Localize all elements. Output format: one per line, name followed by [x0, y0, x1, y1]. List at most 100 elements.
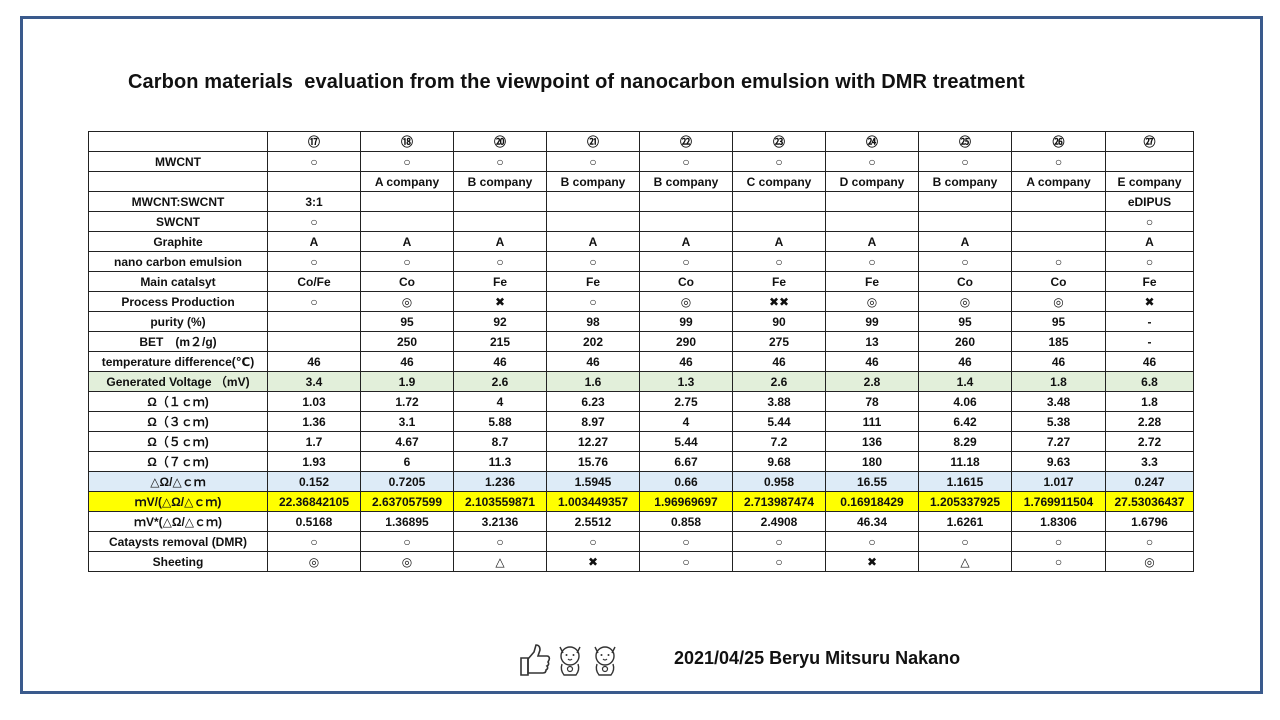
header-corner-cell	[88, 131, 268, 152]
table-cell: 90	[732, 311, 826, 332]
table-cell: 1.9	[360, 371, 454, 392]
row-label: △Ω/△ｃｍ	[88, 471, 268, 492]
table-cell: 0.5168	[267, 511, 361, 532]
table-cell: 250	[360, 331, 454, 352]
table-cell: 1.236	[453, 471, 547, 492]
table-cell: A	[267, 231, 361, 252]
row-label: MWCNT:SWCNT	[88, 191, 268, 212]
row-label: ｍV/(△Ω/△ｃｍ)	[88, 491, 268, 512]
table-cell	[1011, 191, 1106, 212]
table-cell: 9.63	[1011, 451, 1106, 472]
table-cell: ○	[453, 531, 547, 552]
table-cell: 1.96969697	[639, 491, 733, 512]
signature-date: 2021/04/25 Beryu Mitsuru Nakano	[674, 648, 961, 668]
table-cell: 1.8306	[1011, 511, 1106, 532]
table-cell: 15.76	[546, 451, 640, 472]
table-cell: 1.36895	[360, 511, 454, 532]
table-cell: 46	[360, 351, 454, 372]
table-cell: 46	[267, 351, 361, 372]
table-cell: 6.67	[639, 451, 733, 472]
table-cell: 1.4	[918, 371, 1012, 392]
table-cell: 290	[639, 331, 733, 352]
table-cell: 2.6	[732, 371, 826, 392]
table-cell: 95	[918, 311, 1012, 332]
table-cell: 136	[825, 431, 919, 452]
row-label: BET (m２/g)	[88, 331, 268, 352]
table-cell: ○	[267, 211, 361, 232]
table-cell: ◎	[360, 291, 454, 312]
table-cell: A	[732, 231, 826, 252]
table-row: BET (m２/g) 250 215 202 290 275 13 260 185-	[88, 331, 1194, 352]
table-cell: 99	[639, 311, 733, 332]
table-cell	[918, 191, 1012, 212]
table-cell: 4.06	[918, 391, 1012, 412]
table-cell: 46	[732, 351, 826, 372]
table-cell	[732, 191, 826, 212]
table-cell: ◎	[639, 291, 733, 312]
table-row: △Ω/△ｃｍ 0.152 0.7205 1.236 1.5945 0.66 0.958 16.…	[88, 471, 1194, 492]
table-cell: 1.8	[1105, 391, 1194, 412]
table-cell: 1.6	[546, 371, 640, 392]
table-cell: 11.18	[918, 451, 1012, 472]
table-cell: Co	[1011, 271, 1106, 292]
table-cell: 1.93	[267, 451, 361, 472]
table-cell: 6.23	[546, 391, 640, 412]
table-cell: ✖	[453, 291, 547, 312]
table-cell: A	[639, 231, 733, 252]
table-cell: ✖	[1105, 291, 1194, 312]
table-row: Ω（７ｃｍ) 1.93 6 11.3 15.76 6.67 9.68 180 11.18 9.63…	[88, 451, 1194, 472]
table-cell: ○	[639, 531, 733, 552]
table-cell	[639, 211, 733, 232]
table-cell: 8.29	[918, 431, 1012, 452]
table-cell: -	[1105, 311, 1194, 332]
table-cell: 8.7	[453, 431, 547, 452]
thumbs-up-icon	[519, 643, 551, 677]
table-cell: A company	[360, 171, 454, 192]
row-label: Ω（３ｃｍ)	[88, 411, 268, 432]
table-cell: ○	[732, 531, 826, 552]
table-cell	[918, 211, 1012, 232]
table-cell: ○	[918, 251, 1012, 272]
table-row: ｍV/(△Ω/△ｃｍ) 22.36842105 2.637057599 2.10355…	[88, 491, 1194, 512]
table-cell: 2.8	[825, 371, 919, 392]
table-cell: A	[825, 231, 919, 252]
table-cell: ○	[360, 251, 454, 272]
table-cell: 2.5512	[546, 511, 640, 532]
table-row: A company B company B company B company C co…	[88, 171, 1194, 192]
row-label: SWCNT	[88, 211, 268, 232]
table-cell: ◎	[1011, 291, 1106, 312]
table-row: Process Production ○ ◎ ✖ ○ ◎ ✖✖ ◎ ◎ ◎ ✖	[88, 291, 1194, 312]
table-cell: 3:1	[267, 191, 361, 212]
table-cell: 2.103559871	[453, 491, 547, 512]
table-cell: 46	[1105, 351, 1194, 372]
sample-number-cell: ㉑	[546, 131, 640, 152]
table-cell: 46	[918, 351, 1012, 372]
table-cell: 5.88	[453, 411, 547, 432]
table-cell: 2.637057599	[360, 491, 454, 512]
table-cell: C company	[732, 171, 826, 192]
table-cell: 5.38	[1011, 411, 1106, 432]
table-cell	[546, 211, 640, 232]
table-cell: ✖	[825, 551, 919, 572]
table-cell: ○	[360, 531, 454, 552]
table-cell: ○	[1011, 531, 1106, 552]
table-cell: Co/Fe	[267, 271, 361, 292]
table-cell: ○	[1105, 251, 1194, 272]
table-cell	[267, 311, 361, 332]
table-cell: ○	[546, 251, 640, 272]
table-cell: 11.3	[453, 451, 547, 472]
sample-number-cell: ㉖	[1011, 131, 1106, 152]
table-row: Catayst​s removal (DMR) ○ ○ ○ ○ ○ ○ ○ ○ ○ ○	[88, 531, 1194, 552]
table-cell	[1105, 151, 1194, 172]
table-cell: 92	[453, 311, 547, 332]
table-cell: 22.36842105	[267, 491, 361, 512]
table-cell: -	[1105, 331, 1194, 352]
table-cell: 1.03	[267, 391, 361, 412]
row-label: nano carbon emulsion	[88, 251, 268, 272]
table-cell: 46	[453, 351, 547, 372]
table-cell: 260	[918, 331, 1012, 352]
table-cell: 2.72	[1105, 431, 1194, 452]
table-cell: Fe	[453, 271, 547, 292]
table-cell: 46.34	[825, 511, 919, 532]
row-label: purity (%)	[88, 311, 268, 332]
